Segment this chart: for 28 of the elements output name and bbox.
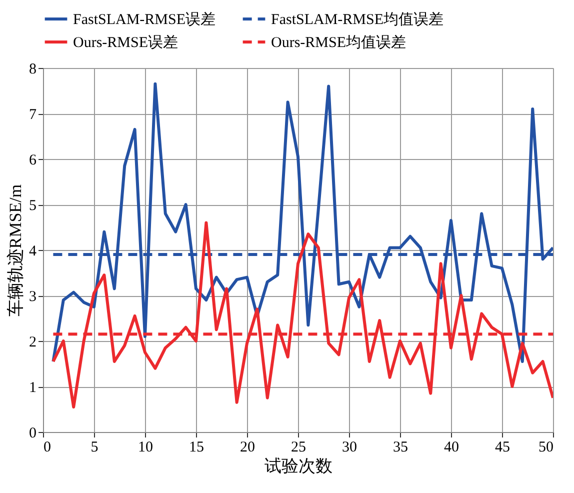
x-tick-label: 45 [495,440,510,456]
y-tick-label: 1 [29,380,36,396]
line-series [52,82,553,363]
y-tick-label: 2 [29,334,36,350]
y-tick-label: 7 [29,107,37,123]
x-tick-label: 50 [538,440,554,456]
x-tick-label: 40 [444,440,459,456]
legend-label: FastSLAM-RMSE误差 [73,11,216,28]
line-series [52,221,553,408]
legend-label: Ours-RMSE误差 [73,34,178,51]
legend-label: Ours-RMSE均值误差 [271,34,406,51]
x-tick-label: 0 [44,440,51,456]
x-axis-title: 试验次数 [264,456,332,476]
y-tick-label: 3 [29,289,36,305]
x-tick-label: 10 [138,440,153,456]
y-tick-label: 5 [29,198,36,214]
x-tick-label: 15 [189,440,204,456]
x-tick-label: 35 [393,440,408,456]
x-tick-label: 20 [240,440,255,456]
y-tick-label: 6 [29,152,37,168]
y-tick-label: 4 [29,244,37,260]
x-tick-label: 25 [291,440,306,456]
x-tick-label: 30 [342,440,357,456]
y-tick-label: 8 [29,62,36,78]
legend-label: FastSLAM-RMSE均值误差 [271,11,444,28]
y-axis-title: 车辆轨迹RMSE/m [6,184,25,317]
x-tick-label: 5 [90,440,98,456]
y-tick-label: 0 [29,426,36,442]
